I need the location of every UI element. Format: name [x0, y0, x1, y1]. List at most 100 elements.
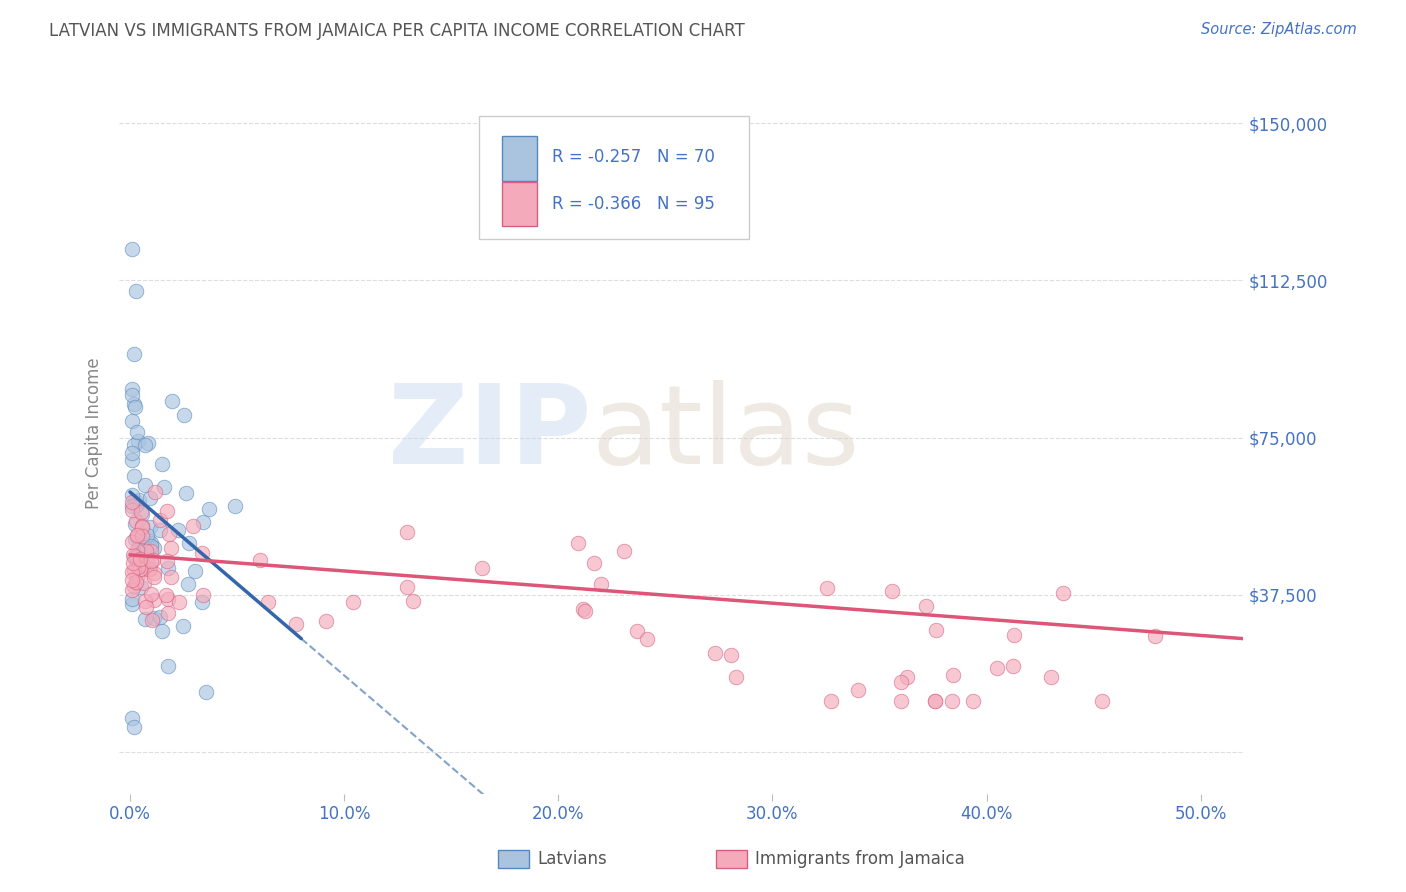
Point: [134, 611, 156, 625]
Point: [177, 577, 200, 591]
Point: [191, 546, 214, 560]
Point: [134, 536, 156, 550]
Point: [143, 485, 166, 500]
Point: [127, 559, 149, 574]
Point: [125, 528, 148, 542]
FancyBboxPatch shape: [502, 182, 537, 227]
Point: [121, 446, 143, 460]
Point: [191, 595, 214, 609]
Point: [122, 438, 145, 452]
Point: [124, 494, 146, 508]
Point: [149, 610, 172, 624]
Point: [142, 611, 165, 625]
Point: [122, 550, 145, 565]
Point: [121, 711, 143, 725]
Point: [138, 561, 160, 575]
Point: [124, 516, 146, 531]
FancyBboxPatch shape: [502, 136, 537, 181]
Point: [924, 694, 946, 708]
Point: [924, 694, 946, 708]
Point: [141, 613, 163, 627]
Point: [121, 597, 143, 611]
Point: [986, 661, 1008, 675]
Point: [395, 580, 418, 594]
Point: [128, 549, 150, 564]
Point: [1002, 659, 1025, 673]
Point: [125, 425, 148, 439]
Point: [129, 505, 152, 519]
Point: [149, 524, 172, 538]
Point: [122, 468, 145, 483]
Text: LATVIAN VS IMMIGRANTS FROM JAMAICA PER CAPITA INCOME CORRELATION CHART: LATVIAN VS IMMIGRANTS FROM JAMAICA PER C…: [49, 22, 745, 40]
Point: [122, 720, 145, 734]
Point: [134, 478, 156, 492]
Point: [285, 616, 308, 631]
Point: [925, 623, 948, 637]
Point: [132, 576, 155, 591]
Point: [122, 556, 145, 570]
Point: [125, 543, 148, 558]
Point: [915, 599, 938, 613]
Point: [128, 557, 150, 571]
Point: [156, 658, 179, 673]
Point: [890, 675, 912, 690]
Point: [131, 542, 153, 557]
Point: [143, 541, 166, 556]
Point: [121, 574, 143, 588]
Point: [890, 694, 912, 708]
Point: [195, 685, 218, 699]
Point: [1143, 629, 1166, 643]
Point: [395, 524, 418, 539]
Point: [167, 595, 190, 609]
Point: [471, 561, 494, 575]
Point: [125, 514, 148, 528]
Point: [131, 529, 153, 543]
Point: [626, 624, 648, 638]
Point: [153, 480, 176, 494]
Point: [1052, 586, 1074, 600]
Point: [131, 519, 153, 533]
Point: [139, 520, 162, 534]
Point: [157, 606, 180, 620]
Point: [574, 604, 596, 618]
Point: [880, 583, 903, 598]
Point: [125, 574, 148, 589]
Point: [160, 570, 183, 584]
Point: [143, 566, 166, 581]
Point: [139, 562, 162, 576]
Point: [121, 488, 143, 502]
Point: [342, 595, 364, 609]
Point: [121, 495, 143, 509]
Point: [139, 554, 162, 568]
Point: [122, 579, 145, 593]
Point: [131, 508, 153, 522]
Point: [725, 670, 748, 684]
Point: [136, 528, 159, 542]
Point: [820, 694, 842, 708]
Point: [122, 397, 145, 411]
Point: [157, 591, 180, 606]
Point: [121, 592, 143, 607]
Point: [142, 593, 165, 607]
Point: [138, 533, 160, 548]
Point: [962, 694, 984, 708]
Point: [128, 552, 150, 566]
Point: [179, 536, 201, 550]
Text: R = -0.366   N = 95: R = -0.366 N = 95: [553, 195, 716, 213]
Point: [125, 498, 148, 512]
Point: [124, 533, 146, 547]
Point: [567, 536, 589, 550]
Point: [184, 565, 207, 579]
Point: [121, 499, 143, 513]
Point: [125, 284, 148, 298]
Point: [121, 414, 143, 428]
Text: Immigrants from Jamaica: Immigrants from Jamaica: [755, 850, 965, 868]
Point: [142, 553, 165, 567]
Point: [703, 646, 725, 660]
Point: [181, 518, 204, 533]
Point: [139, 586, 162, 600]
Point: [150, 457, 173, 471]
Point: [134, 438, 156, 452]
Point: [613, 544, 636, 558]
Point: [636, 632, 658, 647]
